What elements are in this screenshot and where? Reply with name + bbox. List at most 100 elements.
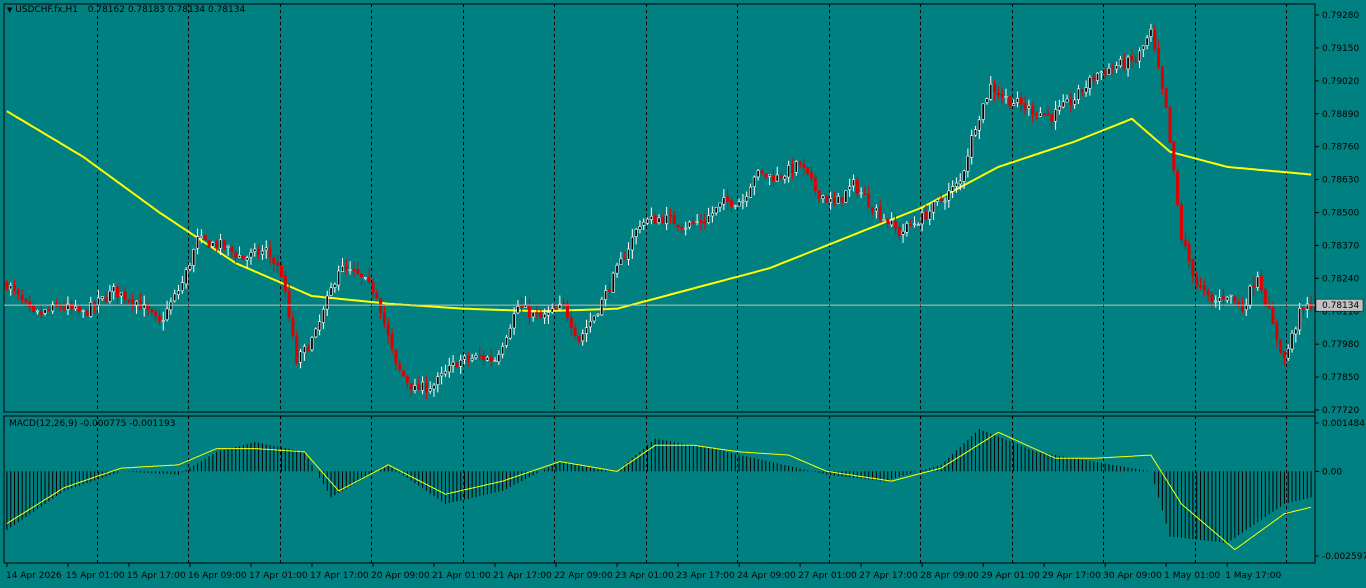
candle-body: [337, 270, 341, 286]
candle-body: [871, 207, 875, 212]
vertical-grid: [97, 4, 1287, 563]
candle-body: [51, 304, 55, 312]
candle-body: [1118, 58, 1122, 67]
price-axis-labels: 0.79280 0.79150 0.79020 0.78890 0.78760 0.786…: [1315, 11, 1366, 562]
candle-body: [920, 212, 924, 225]
price-tick-label: 0.77850: [1322, 373, 1359, 383]
candle-body: [394, 349, 398, 364]
candle-body: [790, 163, 794, 174]
candle-body: [299, 351, 303, 363]
time-tick-label: 15 Apr 01:00: [66, 571, 125, 581]
candle-body: [787, 165, 791, 178]
candle-body: [1004, 96, 1008, 98]
candle-body: [1195, 276, 1199, 286]
time-tick-label: 1 May 01:00: [1164, 571, 1220, 581]
price-tick-label: 0.77980: [1322, 340, 1359, 350]
candle-body: [718, 202, 722, 208]
candle-body: [455, 362, 459, 368]
candle-body: [1221, 296, 1225, 300]
candle-body: [1115, 65, 1119, 70]
time-tick-label: 28 Apr 09:00: [920, 571, 979, 581]
candle-body: [329, 287, 333, 296]
candle-body: [527, 305, 531, 318]
candle-body: [287, 290, 291, 318]
candle-body: [981, 103, 985, 120]
candle-body: [912, 223, 916, 226]
candle-body: [234, 252, 238, 258]
candle-body: [1092, 76, 1096, 81]
candle-body: [974, 129, 978, 136]
candle-body: [646, 218, 650, 224]
candle-body: [146, 304, 150, 310]
candle-body: [996, 92, 1000, 96]
candle-body: [928, 210, 932, 220]
candle-body: [1141, 45, 1145, 50]
candle-body: [379, 298, 383, 314]
candle-body: [127, 300, 131, 302]
candle-body: [733, 205, 737, 207]
candle-body: [1248, 285, 1252, 307]
price-tick-label: 0.78500: [1322, 209, 1359, 219]
candle-body: [1199, 285, 1203, 288]
time-tick-label: 23 Apr 17:00: [676, 571, 735, 581]
candle-body: [9, 285, 13, 290]
candle-body: [1099, 71, 1103, 74]
price-tag-box: [1315, 298, 1364, 312]
candle-body: [238, 255, 242, 258]
candle-body: [1061, 101, 1065, 108]
candle-body: [1271, 307, 1275, 324]
time-tick-label: 17 Apr 17:00: [310, 571, 369, 581]
ohlc-values: 0.78162 0.78183 0.78134 0.78134: [87, 5, 246, 15]
time-tick-label: 17 Apr 01:00: [249, 571, 308, 581]
candle-body: [741, 200, 745, 203]
price-tag-label: 0.78134: [1322, 301, 1359, 311]
candle-body: [516, 305, 520, 314]
candle-body: [634, 228, 638, 237]
candle-body: [962, 170, 966, 182]
time-tick-label: 21 Apr 01:00: [432, 571, 491, 581]
candle-body: [398, 363, 402, 371]
candle-body: [1073, 99, 1077, 105]
candle-body: [722, 197, 726, 205]
candle-body: [165, 308, 169, 320]
candle-body: [851, 179, 855, 187]
candle-body: [93, 301, 97, 307]
candle-body: [28, 301, 32, 308]
candle-body: [691, 222, 695, 224]
candle-body: [367, 276, 371, 282]
triangle-down-icon[interactable]: ▼: [7, 6, 13, 14]
candle-body: [150, 309, 154, 313]
candle-body: [874, 207, 878, 212]
price-tick-label: 0.78240: [1322, 274, 1359, 284]
candle-body: [504, 337, 508, 346]
time-tick-label: 16 Apr 09:00: [188, 571, 247, 581]
current-price-tag: 0.78134: [1315, 298, 1364, 312]
candle-body: [135, 300, 139, 307]
candle-body: [188, 264, 192, 270]
candle-body: [1008, 96, 1012, 107]
candle-body: [1084, 87, 1088, 93]
candle-body: [390, 333, 394, 350]
candle-body: [707, 215, 711, 223]
candle-body: [196, 236, 200, 249]
candle-body: [836, 195, 840, 204]
candle-body: [39, 311, 43, 315]
candle-body: [131, 299, 135, 305]
candle-body: [283, 275, 287, 291]
candle-body: [665, 214, 669, 225]
candle-body: [588, 321, 592, 328]
candle-body: [882, 219, 886, 221]
candle-body: [1157, 48, 1161, 68]
candle-body: [1240, 303, 1244, 312]
candle-body: [1298, 308, 1302, 331]
candle-body: [935, 199, 939, 202]
candle-body: [867, 194, 871, 208]
candle-body: [1012, 103, 1016, 106]
candle-body: [508, 327, 512, 339]
macd-signal-line: [6, 431, 1312, 551]
candle-body: [1023, 103, 1027, 110]
candle-body: [169, 301, 173, 311]
candle-body: [207, 240, 211, 248]
